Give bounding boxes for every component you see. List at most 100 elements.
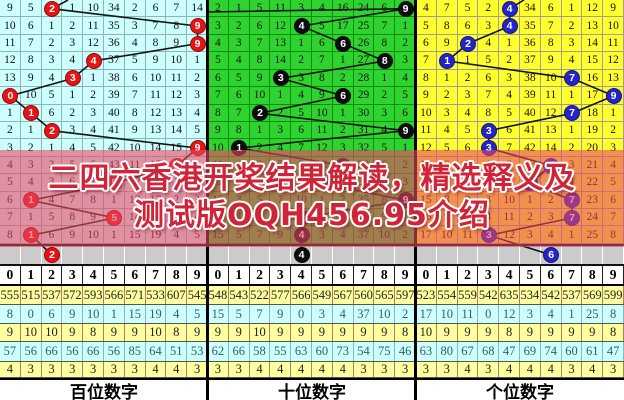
grid-cell: 11 [540, 87, 562, 105]
stat-cell: 9 [270, 305, 292, 323]
latest-row-cell [291, 246, 312, 264]
header-cell: 5 [520, 266, 541, 284]
header-cell: 9 [603, 266, 624, 284]
stat-cell: 58 [250, 342, 271, 361]
stat-cell: 9 [520, 324, 541, 341]
grid-cell: 41 [103, 121, 125, 140]
latest-row-cell [478, 246, 500, 264]
header-cell: 8 [166, 266, 188, 284]
grid-cell: 9 [208, 121, 229, 140]
stat-cell: 60 [312, 342, 333, 361]
stat-cell: 10 [416, 324, 437, 341]
latest-row [208, 244, 416, 266]
stats-row: 548 543 522 577 566 549 567 560 565 597 [208, 286, 416, 305]
grid-cell: 8 [416, 69, 437, 88]
grid-cell: 1 [332, 52, 354, 70]
header-cell: 0 [416, 266, 437, 284]
hit-circle: 9 [189, 35, 206, 52]
grid-cell: 6 [395, 104, 416, 122]
header-cell: 0 [0, 266, 21, 284]
header-cell: 3 [62, 266, 84, 284]
grid-cell: 2 [124, 0, 146, 18]
grid-cell: 5 [499, 104, 520, 122]
hit-circle: 4 [501, 18, 518, 35]
stat-cell: 3 [62, 362, 84, 377]
hit-circle: 3 [480, 122, 497, 139]
stat-cell: 74 [541, 342, 562, 361]
stat-cell: 9 [478, 324, 500, 341]
grid-cell: 13 [582, 17, 604, 35]
stat-cell: 8 [395, 324, 416, 341]
grid-cell: 3 [499, 69, 520, 88]
grid-cell: 34 [103, 0, 125, 18]
stat-cell: 4 [541, 305, 562, 323]
grid-cell: 10 [540, 69, 562, 88]
grid-cell: 38 [519, 69, 541, 88]
promo-banner-line1: 二四六香港开奖结果解读，精选释义及 [48, 161, 576, 196]
panel-label: 百位数字 [0, 378, 208, 400]
stat-cell: 62 [208, 342, 229, 361]
hit-circle: 2 [44, 122, 60, 139]
hit-circle: 6 [335, 87, 352, 104]
grid-cell: 10 [0, 17, 21, 35]
grid-cell: 5 [395, 87, 416, 105]
grid-cell: 27 [353, 52, 375, 70]
stat-cell: 53 [187, 342, 208, 361]
grid-cell: 1 [41, 17, 63, 35]
stat-cell: 9 [354, 324, 375, 341]
grid-cell: 18 [582, 104, 604, 122]
grid-cell: 3 [208, 17, 229, 35]
stat-cell: 523 [416, 286, 437, 304]
grid-cell: 14 [582, 34, 604, 53]
hit-circle: 9 [397, 0, 414, 17]
grid-cell: 13 [603, 69, 624, 88]
stat-cell: 9 [62, 305, 84, 323]
grid-cell: 12 [582, 0, 604, 18]
grid-cell: 1 [187, 52, 208, 70]
stat-cell: 3 [104, 362, 125, 377]
grid-cell: 5 [457, 121, 479, 140]
grid-cell: 12 [0, 52, 21, 70]
header-cell: 9 [187, 266, 208, 284]
stats-row: 10 9 9 9 8 9 9 9 9 8 [416, 324, 624, 342]
grid-cell: 2 [561, 17, 583, 35]
stat-cell: 571 [125, 286, 146, 304]
stat-cell: 635 [499, 286, 520, 304]
stat-cell: 534 [520, 286, 541, 304]
grid-cell: 1 [0, 104, 21, 122]
latest-row-cell [229, 246, 250, 264]
stat-cell: 1 [104, 305, 125, 323]
grid-cell: 3 [41, 52, 63, 70]
grid-cell: 6 [374, 0, 396, 18]
stat-cell: 11 [458, 305, 479, 323]
grid-cell: 3 [83, 104, 104, 122]
stat-cell: 17 [416, 305, 437, 323]
grid-cell: 4 [228, 52, 250, 70]
stat-cell: 10 [42, 324, 63, 341]
stat-cell: 3 [312, 305, 333, 323]
latest-row-cell [499, 246, 520, 264]
latest-row-cell [333, 246, 354, 264]
grid-cell: 1 [457, 52, 479, 70]
latest-row-cell [562, 246, 583, 264]
stat-cell: 4 [499, 362, 520, 377]
stat-cell: 51 [166, 342, 188, 361]
stat-cell: 80 [437, 342, 458, 361]
stat-cell: 3 [83, 362, 104, 377]
stat-cell: 10 [83, 305, 104, 323]
stat-cell: 599 [603, 286, 624, 304]
stats-row: 555 515 537 572 593 566 571 533 607 545 [0, 286, 208, 305]
grid-cell: 35 [519, 17, 541, 35]
header-cell: 4 [499, 266, 520, 284]
grid-cell: 7 [311, 52, 333, 70]
grid-cell: 12 [166, 87, 188, 105]
header-cell: 6 [541, 266, 562, 284]
grid-cell: 28 [353, 69, 375, 88]
promo-banner[interactable]: 二四六香港开奖结果解读，精选释义及 测试版OQH456.95介绍 [0, 150, 624, 247]
grid-cell: 9 [416, 87, 437, 105]
stats-row: 523 554 559 542 635 534 542 537 569 599 [416, 286, 624, 305]
stat-cell: 8 [166, 324, 188, 341]
latest-row [0, 244, 208, 266]
grid-cell: 13 [166, 104, 188, 122]
